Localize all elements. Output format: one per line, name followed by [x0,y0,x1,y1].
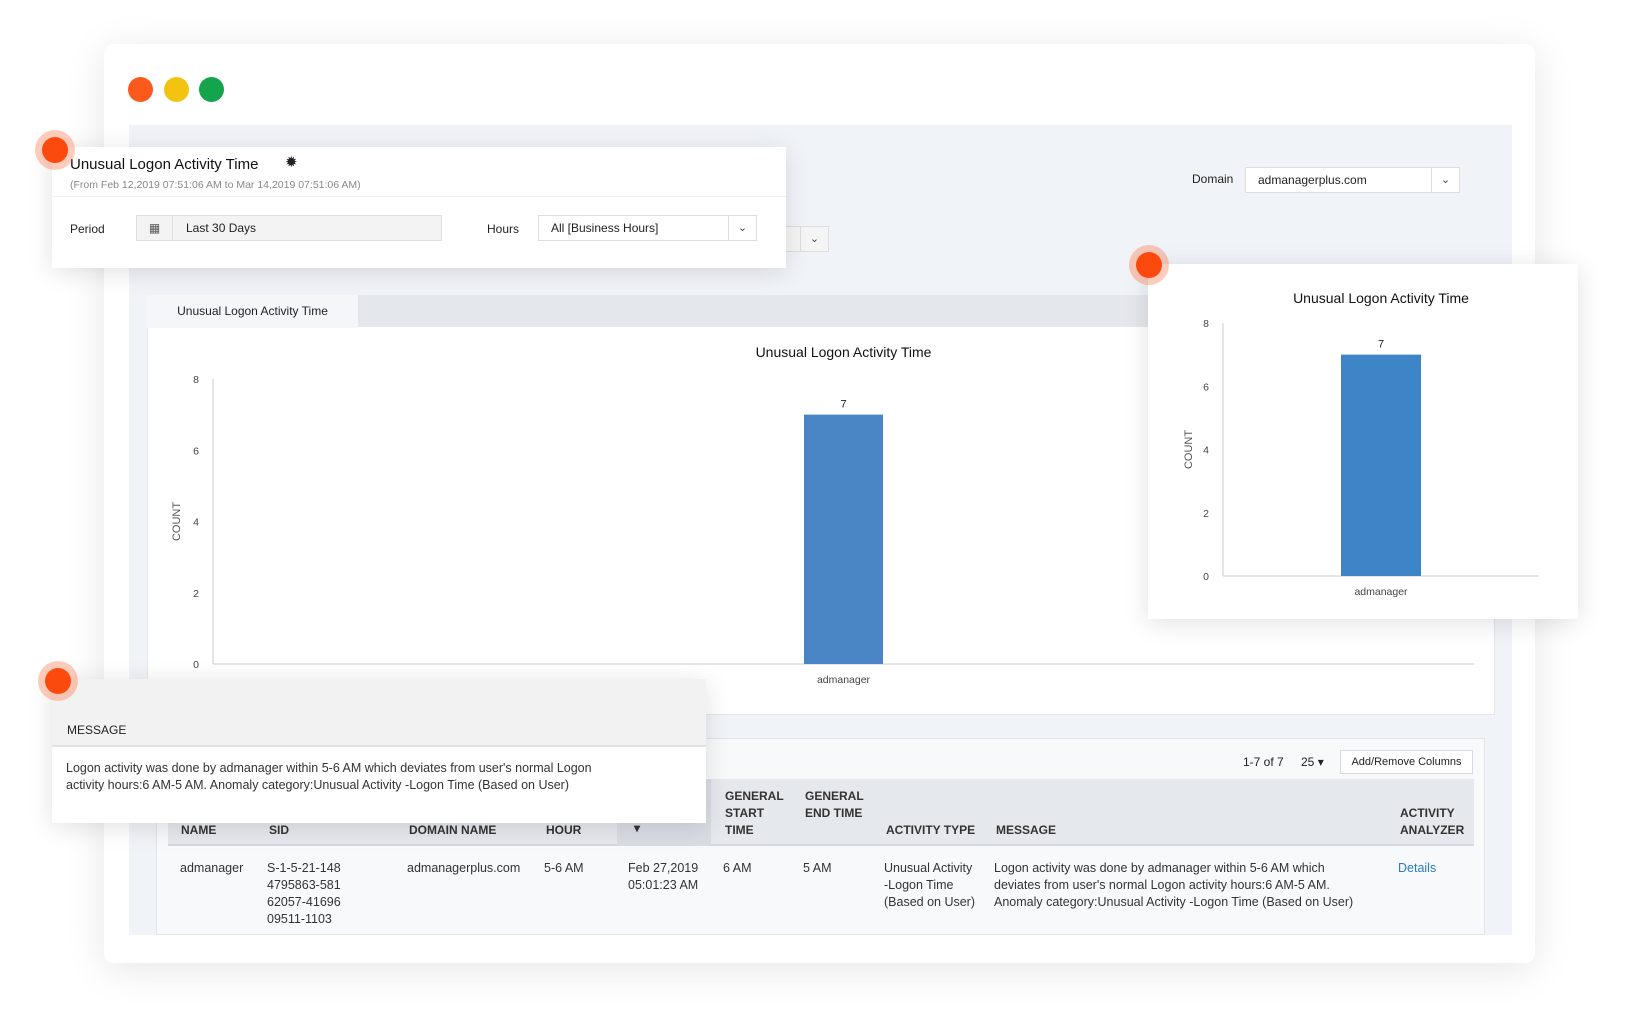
cell-sid: S-1-5-21-1484795863-58162057-4169609511-… [267,861,341,926]
domain-value: admanagerplus.com [1258,173,1367,187]
pagination-info: 1-7 of 7 [1243,755,1284,769]
message-header-label: MESSAGE [67,723,127,737]
chevron-down-icon: ⌄ [800,227,828,251]
y-tick-label: 6 [1203,381,1209,393]
domain-label: Domain [1192,172,1234,186]
y-tick-label: 2 [1203,508,1209,520]
chart-zoom-card: Unusual Logon Activity Time COUNT 0 2 4 6 8 7 ad… [1148,264,1578,619]
chart-title: Unusual Logon Activity Time [1293,290,1469,306]
y-tick-label: 4 [193,517,199,529]
hotspot-marker [45,668,71,694]
message-header [52,679,706,747]
tab-unusual-logon[interactable]: Unusual Logon Activity Time [147,295,358,328]
cell-hour: 5-6 AM [544,861,584,875]
col-name[interactable]: NAME [181,823,217,837]
report-title: Unusual Logon Activity Time [70,156,259,173]
y-tick-label: 2 [193,588,199,600]
hours-select[interactable]: All [Business Hours] ⌄ [538,215,757,241]
calendar-icon: ▦ [137,216,173,240]
y-axis-label: COUNT [171,502,183,541]
col-activity-type[interactable]: ACTIVITY TYPE [886,823,976,837]
zoom-chart: Unusual Logon Activity Time COUNT 0 2 4 6 8 7 ad… [1183,290,1539,598]
close-window-button[interactable] [128,77,153,102]
hotspot-marker [1136,252,1162,278]
add-remove-columns-button[interactable]: Add/Remove Columns [1340,750,1473,774]
period-select[interactable]: ▦ Last 30 Days [136,215,442,241]
details-link[interactable]: Details [1398,861,1437,875]
main-chart: Unusual Logon Activity Time COUNT 0 2 4 6 8 7 ad… [171,344,1474,686]
y-tick-label: 8 [1203,318,1209,330]
cell-time: Feb 27,2019 05:01:23 AM [628,861,699,892]
y-tick-label: 4 [1203,445,1209,457]
y-axis-label: COUNT [1183,430,1195,469]
message-text: Logon activity was done by admanager wit… [66,761,592,792]
period-label: Period [70,222,105,236]
col-general-end[interactable]: GENERAL END TIME [805,789,864,820]
x-tick-label: admanager [1354,586,1408,598]
hours-value: All [Business Hours] [551,221,659,235]
cell-message: Logon activity was done by admanager wit… [994,861,1354,909]
page-size-value: 25 [1301,755,1315,769]
divider [52,196,786,197]
y-tick-label: 8 [193,374,199,386]
report-header-card: Unusual Logon Activity Time ✹ (From Feb … [52,147,786,268]
chevron-down-icon: ⌄ [1431,168,1459,192]
col-sid[interactable]: SID [269,823,290,837]
col-message[interactable]: MESSAGE [996,823,1057,837]
col-activity-analyzer[interactable]: ACTIVITY ANALYZER [1400,806,1465,837]
cell-type: Unusual Activity -Logon Time (Based on U… [884,861,976,909]
bar [1341,354,1421,576]
domain-select[interactable]: admanagerplus.com ⌄ [1245,167,1460,193]
data-label: 7 [1378,339,1384,351]
cell-end: 5 AM [803,861,832,875]
message-card: MESSAGE Logon activity was done by adman… [52,679,706,823]
minimize-window-button[interactable] [164,77,189,102]
hotspot-marker [42,137,68,163]
col-domain[interactable]: DOMAIN NAME [409,823,497,837]
period-value: Last 30 Days [186,221,257,235]
col-general-start[interactable]: GENERAL START TIME [725,789,784,837]
cell-start: 6 AM [723,861,752,875]
cell-domain: admanagerplus.com [407,861,521,875]
y-tick-label: 6 [193,445,199,457]
col-hour[interactable]: HOUR [546,823,582,837]
bulb-icon[interactable]: ✹ [285,154,298,171]
chevron-down-icon: ⌄ [728,216,756,240]
page-size-select[interactable]: 25 ▾ [1301,755,1324,769]
cell-name: admanager [180,861,244,875]
bar [804,414,883,664]
y-tick-label: 0 [193,659,199,671]
data-label: 7 [840,399,846,411]
y-tick-label: 0 [1203,571,1209,583]
chart-title: Unusual Logon Activity Time [756,344,932,360]
sort-desc-icon[interactable]: ▾ [634,821,641,835]
report-date-range: (From Feb 12,2019 07:51:06 AM to Mar 14,… [70,179,361,191]
caret-down-icon: ▾ [1317,755,1324,769]
hours-label: Hours [487,222,520,236]
maximize-window-button[interactable] [199,77,224,102]
x-tick-label: admanager [817,674,871,686]
